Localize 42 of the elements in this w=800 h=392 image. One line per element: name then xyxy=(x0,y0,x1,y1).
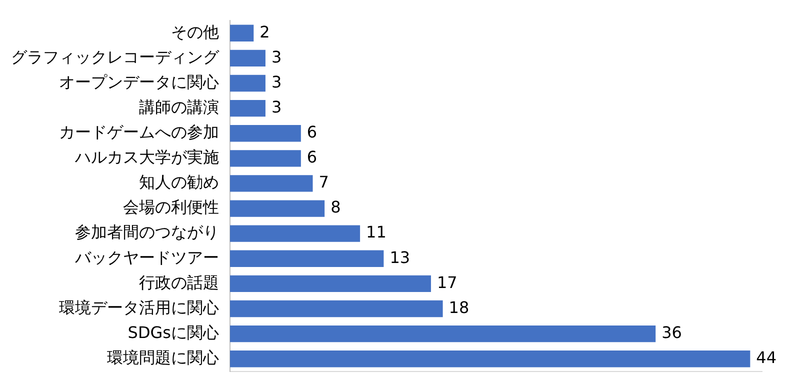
data-label: 3 xyxy=(271,97,282,116)
y-tick-label: 参加者間のつながり xyxy=(75,222,219,242)
bar xyxy=(230,300,443,318)
data-label: 44 xyxy=(756,348,777,368)
data-label: 18 xyxy=(448,298,470,317)
bar xyxy=(230,74,266,92)
y-tick-label: バックヤードツアー xyxy=(74,248,219,267)
bar xyxy=(230,350,750,368)
data-label: 3 xyxy=(271,47,282,66)
y-tick-label: SDGsに関心 xyxy=(128,322,219,342)
bar xyxy=(230,100,266,117)
y-tick-label: オープンデータに関心 xyxy=(59,72,219,92)
data-label: 6 xyxy=(306,148,318,167)
bar xyxy=(230,225,360,242)
y-tick-label: 行政の話題 xyxy=(139,272,219,292)
y-tick-label: ハルカス大学が実施 xyxy=(74,148,219,167)
bar xyxy=(230,50,266,67)
y-tick-label: 知人の勧め xyxy=(139,172,219,192)
y-tick-label: 環境問題に関心 xyxy=(107,348,219,368)
y-tick-label: グラフィックレコーディング xyxy=(11,47,220,66)
data-label: 36 xyxy=(662,322,682,342)
bar xyxy=(230,200,325,217)
data-label: 8 xyxy=(330,198,341,217)
data-label: 11 xyxy=(366,222,386,242)
y-tick-label: カードゲームへの参加 xyxy=(59,122,219,142)
data-label: 17 xyxy=(436,272,458,292)
bar xyxy=(230,125,301,142)
data-label: 13 xyxy=(390,248,410,267)
data-label: 7 xyxy=(318,172,329,192)
bar xyxy=(230,250,384,267)
data-label: 2 xyxy=(260,22,270,42)
y-tick-label: 環境データ活用に関心 xyxy=(59,298,219,317)
y-tick-label: その他 xyxy=(171,22,219,42)
data-label: 3 xyxy=(271,72,282,92)
bar xyxy=(230,275,431,292)
y-tick-label: 会場の利便性 xyxy=(123,198,219,217)
bar xyxy=(230,175,313,192)
data-label: 6 xyxy=(306,122,318,142)
bar xyxy=(230,24,254,42)
y-tick-label: 講師の講演 xyxy=(139,97,219,116)
bar xyxy=(230,150,301,167)
bar xyxy=(230,325,656,342)
